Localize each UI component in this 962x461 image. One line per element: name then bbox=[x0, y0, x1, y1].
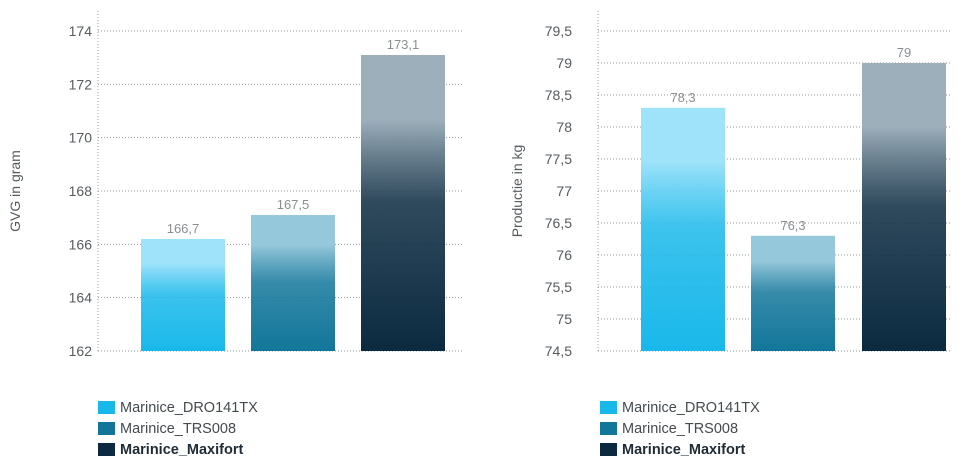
legend-item: Marinice_Maxifort bbox=[600, 439, 760, 460]
y-tick-label: 168 bbox=[69, 183, 93, 199]
bar bbox=[862, 63, 946, 351]
y-tick-label: 78,5 bbox=[545, 87, 572, 103]
y-tick-label: 79 bbox=[556, 55, 572, 71]
bar bbox=[141, 239, 225, 351]
bar-value-label: 167,5 bbox=[277, 197, 310, 212]
legend-gvg: Marinice_DRO141TX Marinice_TRS008 Marini… bbox=[98, 397, 258, 460]
y-tick-label: 170 bbox=[69, 130, 93, 146]
legend-swatch bbox=[98, 422, 115, 435]
bar-value-label: 166,7 bbox=[167, 221, 200, 236]
y-tick-label: 75,5 bbox=[545, 279, 572, 295]
legend-label: Marinice_DRO141TX bbox=[622, 399, 760, 416]
bar-value-label: 78,3 bbox=[670, 90, 695, 105]
legend-item: Marinice_DRO141TX bbox=[98, 397, 258, 418]
chart-productie: 74,5 75 75,5 76 76,5 77 77,5 78 78,5 79 79,5 Produc… bbox=[490, 0, 962, 461]
y-tick-label: 76,5 bbox=[545, 215, 572, 231]
y-tick-label: 75 bbox=[556, 311, 572, 327]
y-tick-label: 174 bbox=[69, 23, 93, 39]
legend-item: Marinice_DRO141TX bbox=[600, 397, 760, 418]
y-tick-label: 76 bbox=[556, 247, 572, 263]
bar-value-label: 76,3 bbox=[780, 218, 805, 233]
chart-productie-svg: 74,5 75 75,5 76 76,5 77 77,5 78 78,5 79 79,5 Produc… bbox=[509, 11, 952, 359]
legend-swatch bbox=[98, 401, 115, 414]
chart-gvg: 162 164 166 168 170 172 174 GVG in gram 166,7 167… bbox=[0, 0, 470, 461]
bar bbox=[641, 107, 725, 351]
y-tick-label: 78 bbox=[556, 119, 572, 135]
y-tick-label: 79,5 bbox=[545, 23, 572, 39]
legend-label: Marinice_Maxifort bbox=[622, 441, 746, 458]
bar-value-label: 173,1 bbox=[387, 37, 420, 52]
chart-gvg-svg: 162 164 166 168 170 172 174 GVG in gram 166,7 167… bbox=[7, 11, 462, 359]
legend-productie: Marinice_DRO141TX Marinice_TRS008 Marini… bbox=[600, 397, 760, 460]
legend-label: Marinice_Maxifort bbox=[120, 441, 244, 458]
y-tick-label: 77 bbox=[556, 183, 572, 199]
y-tick-label: 172 bbox=[69, 76, 93, 92]
legend-item: Marinice_TRS008 bbox=[600, 418, 760, 439]
bar bbox=[751, 235, 835, 351]
legend-swatch bbox=[600, 443, 617, 456]
bar bbox=[361, 55, 445, 351]
y-tick-label: 164 bbox=[69, 290, 93, 306]
legend-label: Marinice_DRO141TX bbox=[120, 399, 258, 416]
bar-value-label: 79 bbox=[897, 45, 911, 60]
y-tick-label: 166 bbox=[69, 236, 93, 252]
y-tick-label: 162 bbox=[69, 343, 93, 359]
y-tick-label: 77,5 bbox=[545, 151, 572, 167]
y-tick-label: 74,5 bbox=[545, 343, 572, 359]
bar bbox=[251, 215, 335, 351]
legend-swatch bbox=[98, 443, 115, 456]
y-axis-label: GVG in gram bbox=[7, 150, 23, 232]
legend-label: Marinice_TRS008 bbox=[120, 420, 237, 437]
legend-swatch bbox=[600, 422, 617, 435]
y-axis-label: Productie in kg bbox=[509, 145, 525, 238]
legend-label: Marinice_TRS008 bbox=[622, 420, 739, 437]
legend-item: Marinice_TRS008 bbox=[98, 418, 258, 439]
legend-item: Marinice_Maxifort bbox=[98, 439, 258, 460]
legend-swatch bbox=[600, 401, 617, 414]
